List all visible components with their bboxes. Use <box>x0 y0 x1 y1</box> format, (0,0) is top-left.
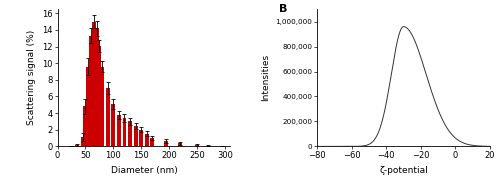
Bar <box>80 137 84 146</box>
Bar <box>145 134 148 146</box>
Bar <box>150 138 154 146</box>
Bar <box>140 130 143 146</box>
Bar <box>89 36 93 146</box>
Bar <box>178 143 182 146</box>
Bar <box>100 67 104 146</box>
X-axis label: ζ-potential: ζ-potential <box>379 166 428 175</box>
Bar <box>106 88 110 146</box>
Bar <box>75 145 79 146</box>
X-axis label: Diameter (nm): Diameter (nm) <box>110 166 178 175</box>
Text: B: B <box>279 4 287 14</box>
Bar <box>122 118 126 146</box>
Y-axis label: Scattering signal (%): Scattering signal (%) <box>28 30 36 125</box>
Bar <box>92 22 96 146</box>
Bar <box>128 122 132 146</box>
Bar <box>94 28 98 146</box>
Bar <box>98 46 102 146</box>
Bar <box>86 67 90 146</box>
Bar <box>112 104 116 146</box>
Bar <box>134 126 138 146</box>
Y-axis label: Intensities: Intensities <box>260 54 270 101</box>
Bar <box>84 107 87 146</box>
Bar <box>117 115 121 146</box>
Bar <box>195 145 199 146</box>
Bar <box>164 141 168 146</box>
Bar <box>206 145 210 146</box>
